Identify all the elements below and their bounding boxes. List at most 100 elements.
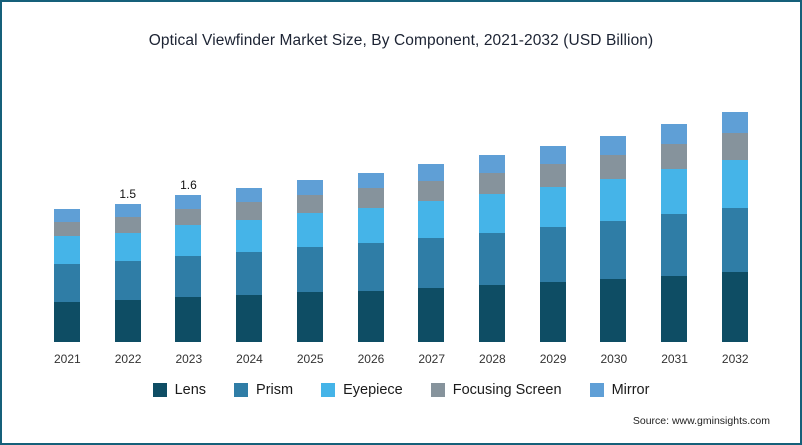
bar-segment-eyepiece: [357, 207, 384, 243]
bar-segment-prism: [418, 238, 445, 288]
bar-segment-mirror: [418, 164, 445, 182]
bar-segment-focusing-screen: [236, 202, 263, 220]
bar-segment-eyepiece: [236, 219, 263, 252]
bar-segment-focusing-screen: [418, 181, 445, 202]
bar-total-label: 1.6: [180, 177, 197, 192]
bar-segment-focusing-screen: [479, 172, 506, 195]
legend-label: Lens: [174, 382, 207, 398]
stacked-bar: [236, 187, 263, 342]
bar-segment-focusing-screen: [175, 208, 202, 226]
bar-segment-prism: [114, 261, 141, 300]
stacked-bar: [296, 180, 323, 342]
legend-label: Prism: [256, 382, 294, 398]
bar-column: 1.5: [114, 187, 141, 342]
x-axis-label: 2032: [721, 352, 749, 366]
x-axis-label: 2029: [539, 352, 567, 366]
bar-segment-mirror: [721, 112, 748, 134]
bar-segment-lens: [296, 292, 323, 342]
stacked-bar: [357, 172, 384, 342]
legend-label: Focusing Screen: [452, 382, 562, 398]
bar-segment-prism: [721, 207, 748, 273]
x-axis-label: 2022: [114, 352, 142, 366]
bar-column: [357, 172, 384, 342]
legend: Lens Prism Eyepiece Focusing Screen Mirror: [2, 382, 800, 398]
legend-label: Mirror: [611, 382, 650, 398]
bar-segment-eyepiece: [539, 186, 566, 228]
bar-segment-mirror: [236, 187, 263, 203]
bar-segment-eyepiece: [721, 159, 748, 208]
bar-segment-prism: [661, 214, 688, 276]
bar-segment-prism: [600, 221, 627, 280]
bar-segment-mirror: [357, 172, 384, 189]
bar-segment-focusing-screen: [54, 221, 80, 237]
bar-column: [661, 124, 688, 342]
legend-label: Eyepiece: [343, 382, 403, 398]
bar-segment-lens: [236, 295, 263, 342]
x-axis-label: 2021: [54, 352, 81, 366]
bar-segment-mirror: [539, 146, 566, 165]
bar-segment-eyepiece: [54, 236, 80, 264]
legend-item-focusing-screen: Focusing Screen: [430, 382, 562, 398]
x-axis-label: 2025: [296, 352, 324, 366]
bar-segment-lens: [479, 285, 506, 342]
bar-segment-focusing-screen: [539, 164, 566, 187]
x-axis-label: 2028: [479, 352, 506, 366]
x-axis-label: 2027: [418, 352, 446, 366]
bar-column: [296, 180, 323, 342]
bar-segment-focusing-screen: [296, 194, 323, 214]
bar-column: [721, 112, 748, 342]
legend-swatch: [152, 383, 167, 397]
bar-total-label: 1.5: [119, 187, 137, 202]
bar-segment-lens: [661, 275, 688, 342]
bar-segment-prism: [539, 227, 566, 283]
bar-segment-lens: [418, 287, 445, 342]
bar-column: [479, 155, 506, 342]
stacked-bar: [175, 194, 202, 342]
x-axis-label: 2026: [357, 352, 385, 366]
bar-segment-lens: [175, 296, 202, 342]
bar-column: [539, 146, 566, 342]
legend-item-prism: Prism: [234, 382, 293, 398]
bar-segment-prism: [236, 251, 263, 296]
bar-segment-mirror: [175, 194, 202, 209]
bar-column: 1.6: [175, 177, 202, 342]
bar-segment-lens: [721, 272, 748, 342]
bar-segment-mirror: [54, 208, 80, 222]
stacked-bar: [479, 155, 506, 342]
bar-segment-eyepiece: [418, 201, 445, 239]
x-axis-label: 2031: [661, 352, 688, 366]
bar-segment-eyepiece: [114, 232, 141, 262]
chart-title: Optical Viewfinder Market Size, By Compo…: [148, 32, 654, 49]
bar-segment-prism: [175, 255, 202, 297]
bar-column: [236, 187, 263, 342]
legend-item-lens: Lens: [152, 382, 207, 398]
bar-column: [54, 208, 80, 342]
bar-segment-prism: [54, 263, 80, 302]
bar-segment-eyepiece: [175, 225, 202, 256]
bar-column: [418, 164, 445, 342]
bar-segment-prism: [479, 232, 506, 285]
stacked-bar: [54, 208, 80, 342]
legend-swatch: [234, 383, 249, 397]
bar-segment-focusing-screen: [600, 155, 627, 180]
bar-segment-mirror: [479, 155, 506, 173]
bar-segment-focusing-screen: [661, 144, 688, 170]
x-axis-label: 2030: [600, 352, 628, 366]
x-axis-label: 2023: [175, 352, 203, 366]
bar-segment-mirror: [114, 204, 141, 218]
bar-segment-mirror: [296, 180, 323, 195]
bar-segment-mirror: [600, 135, 627, 156]
legend-swatch: [589, 383, 604, 397]
bar-segment-lens: [114, 299, 141, 342]
bars: 1.5 1.6: [54, 108, 748, 342]
stacked-bar: [661, 124, 688, 342]
bar-segment-lens: [539, 282, 566, 342]
stacked-bar: [418, 164, 445, 342]
bar-segment-prism: [296, 247, 323, 293]
legend-item-eyepiece: Eyepiece: [321, 382, 403, 398]
bar-segment-mirror: [661, 124, 688, 145]
stacked-bar: [600, 135, 627, 342]
legend-swatch: [321, 383, 336, 397]
bar-segment-lens: [357, 290, 384, 342]
